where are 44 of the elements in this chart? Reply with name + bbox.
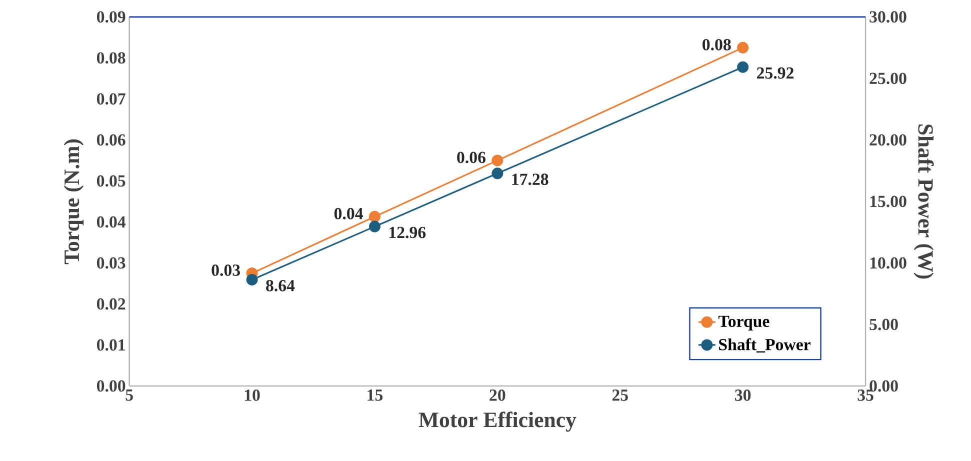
data-label: 0.03 bbox=[212, 264, 240, 276]
data-label: 0.08 bbox=[702, 39, 731, 51]
y2-axis-title: Shaft Power (W) bbox=[914, 124, 934, 279]
x-axis-title: Motor Efficiency bbox=[418, 412, 576, 432]
y2-tick-label: 25.00 bbox=[870, 72, 906, 84]
point bbox=[737, 42, 749, 54]
x-tick-label: 15 bbox=[368, 390, 383, 401]
data-label: 0.04 bbox=[334, 208, 363, 220]
x-tick-label: 20 bbox=[490, 390, 506, 402]
data-label: 25.92 bbox=[757, 68, 794, 79]
point bbox=[492, 168, 504, 180]
y-tick-label: 0.07 bbox=[96, 93, 126, 105]
y2-tick-label: 30.00 bbox=[870, 11, 906, 23]
y-tick-label: 0.05 bbox=[96, 175, 126, 187]
x-tick-label: 35 bbox=[858, 390, 874, 402]
x-tick-label: 10 bbox=[244, 390, 260, 402]
y2-tick-label: 15.00 bbox=[870, 196, 906, 208]
y-tick-label: 0.03 bbox=[96, 257, 126, 269]
point bbox=[492, 154, 504, 166]
data-label: 12.96 bbox=[390, 227, 426, 238]
data-label: 0.06 bbox=[457, 152, 486, 164]
legend-label: Shaft_Power bbox=[719, 338, 810, 353]
y-tick-label: 0.02 bbox=[96, 298, 126, 310]
y-axis-title: Torque (N.m) bbox=[64, 140, 84, 264]
data-label: 8.64 bbox=[266, 280, 295, 292]
y-tick-label: 0.04 bbox=[96, 216, 126, 228]
x-tick-label: 30 bbox=[735, 390, 751, 402]
y-tick-label: 0.06 bbox=[96, 134, 126, 146]
y2-tick-label: 5.00 bbox=[870, 318, 898, 330]
data-label: 17.28 bbox=[512, 174, 548, 186]
y2-tick-label: 20.00 bbox=[870, 134, 906, 146]
y2-tick-label: 10.00 bbox=[870, 257, 906, 269]
point bbox=[737, 62, 749, 74]
point bbox=[246, 274, 258, 286]
y-tick-label: 0.08 bbox=[96, 52, 126, 64]
point bbox=[368, 211, 380, 223]
y-tick-label: 0.00 bbox=[96, 380, 126, 392]
y-tick-label: 0.01 bbox=[96, 339, 125, 351]
legend-label: Torque bbox=[718, 316, 770, 331]
x-tick-label: 25 bbox=[612, 390, 628, 402]
y-tick-label: 0.09 bbox=[96, 11, 126, 23]
y2-tick-label: 0.00 bbox=[870, 380, 898, 392]
x-tick-label: 5 bbox=[126, 390, 133, 401]
point bbox=[368, 220, 380, 232]
